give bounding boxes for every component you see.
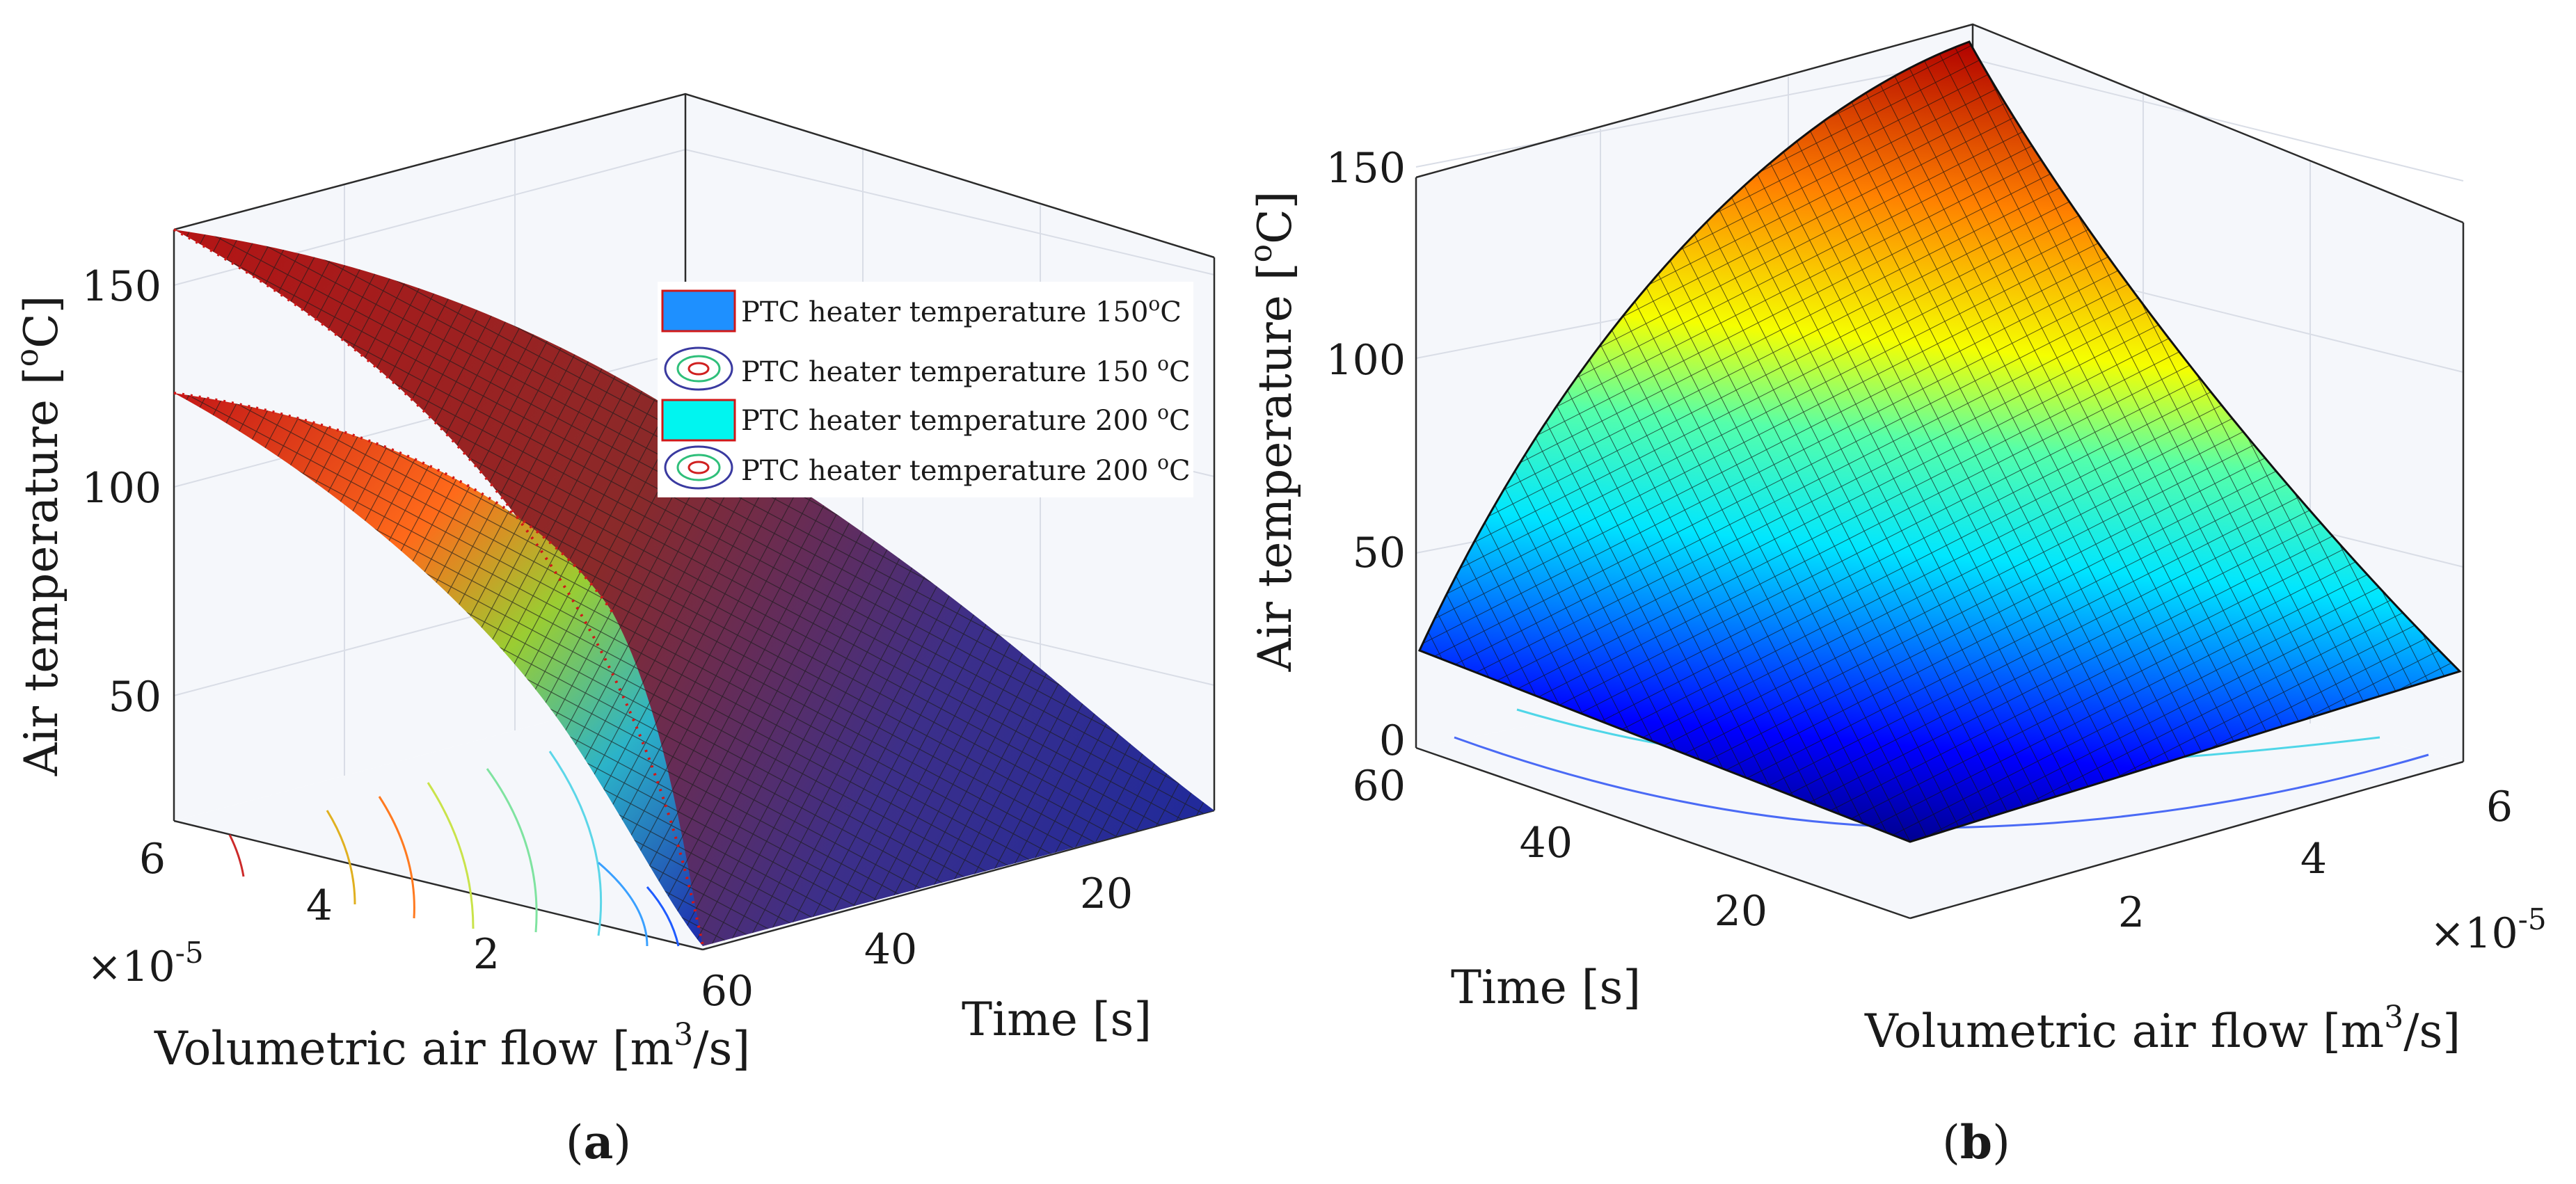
z-tick: 100 <box>81 464 161 513</box>
y-tick: 4 <box>306 881 333 930</box>
svg-text:PTC heater temperature 150 oC: PTC heater temperature 150 oC <box>741 352 1191 388</box>
panel-b-y-axis-label: Volumetric air flow [m3/s] <box>1864 1000 2460 1058</box>
legend-swatch-surface <box>661 399 736 442</box>
z-tick: 150 <box>1326 144 1406 193</box>
legend-swatch-contour <box>664 445 733 490</box>
x-tick: 40 <box>1520 819 1573 867</box>
y-tick: 2 <box>473 930 500 979</box>
panel-a-x-ticks: 60 40 20 <box>701 870 1133 1016</box>
legend-swatch-surface <box>661 289 736 333</box>
y-tick: 2 <box>2118 888 2145 937</box>
z-tick: 100 <box>1326 336 1406 385</box>
panel-b-x-ticks: 60 40 20 <box>1353 762 1767 936</box>
z-tick: 50 <box>1353 529 1406 577</box>
svg-text:PTC heater temperature 150oC: PTC heater temperature 150oC <box>741 292 1182 328</box>
y-tick: 6 <box>139 835 166 883</box>
x-tick: 20 <box>1715 887 1767 936</box>
x-tick: 60 <box>701 967 754 1016</box>
panel-a-y-axis-line <box>173 819 703 951</box>
panel-a-x-axis-label: Time [s] <box>962 993 1152 1046</box>
z-tick: 0 <box>1379 717 1406 765</box>
panel-b-caption: (b) <box>1942 1115 2010 1169</box>
x-tick: 20 <box>1080 870 1133 918</box>
x-tick: 60 <box>1353 762 1406 810</box>
z-tick: 150 <box>81 262 161 311</box>
y-tick: 6 <box>2486 783 2513 831</box>
panel-a-y-ticks: 6 4 2 <box>139 835 500 979</box>
panel-b-y-ticks: 2 4 6 <box>2118 783 2513 937</box>
legend-entry: PTC heater temperature 150 oC <box>664 346 1191 391</box>
panel-a-surface-edge-markers-2 <box>173 392 614 614</box>
legend-entry: PTC heater temperature 200 oC <box>664 445 1191 490</box>
legend-entry: PTC heater temperature 150oC <box>661 289 1182 333</box>
panel-b-surface-outline <box>1417 40 2462 843</box>
panel-a-legend: PTC heater temperature 150oC PTC heater … <box>658 282 1193 497</box>
panel-a-z-axis-label: Air temperature [oC] <box>10 296 68 777</box>
panel-b-y-axis-line <box>1909 760 2464 920</box>
y-tick: 4 <box>2300 835 2327 883</box>
panel-b-z-axis-label: Air temperature [oC] <box>1243 191 1302 673</box>
x-tick: 40 <box>864 925 917 974</box>
panel-b: 0 50 100 150 60 40 20 2 4 6 ×10-5 Air te… <box>1243 23 2547 1169</box>
legend-box <box>658 282 1193 497</box>
panel-b-x-axis-label: Time [s] <box>1451 961 1641 1014</box>
panel-b-x-axis-line <box>1415 746 1911 920</box>
z-tick: 50 <box>109 673 161 721</box>
panel-a-surface-200C-mesh <box>174 230 1214 946</box>
panel-a-surface-150C-mesh <box>174 393 703 946</box>
svg-text:PTC heater temperature 200 oC: PTC heater temperature 200 oC <box>741 401 1191 437</box>
svg-text:PTC heater temperature 200 oC: PTC heater temperature 200 oC <box>741 451 1191 487</box>
panel-a-caption: (a) <box>566 1115 631 1169</box>
panel-b-surface-mesh <box>1420 42 2460 842</box>
panel-b-y-multiplier: ×10-5 <box>2430 902 2547 958</box>
legend-entry: PTC heater temperature 200 oC <box>661 399 1191 442</box>
panel-a-y-multiplier: ×10-5 <box>87 936 204 991</box>
panel-a-y-axis-label: Volumetric air flow [m3/s] <box>154 1017 750 1075</box>
panel-a: 50 100 150 6 4 2 60 40 20 ×10-5 Air temp… <box>10 93 1216 1169</box>
panel-b-z-ticks: 0 50 100 150 <box>1326 144 1406 765</box>
panel-a-floor-contours <box>228 751 680 947</box>
legend-swatch-contour <box>664 346 733 391</box>
panel-a-x-axis-line <box>702 809 1215 951</box>
panel-a-z-ticks: 50 100 150 <box>81 262 161 721</box>
